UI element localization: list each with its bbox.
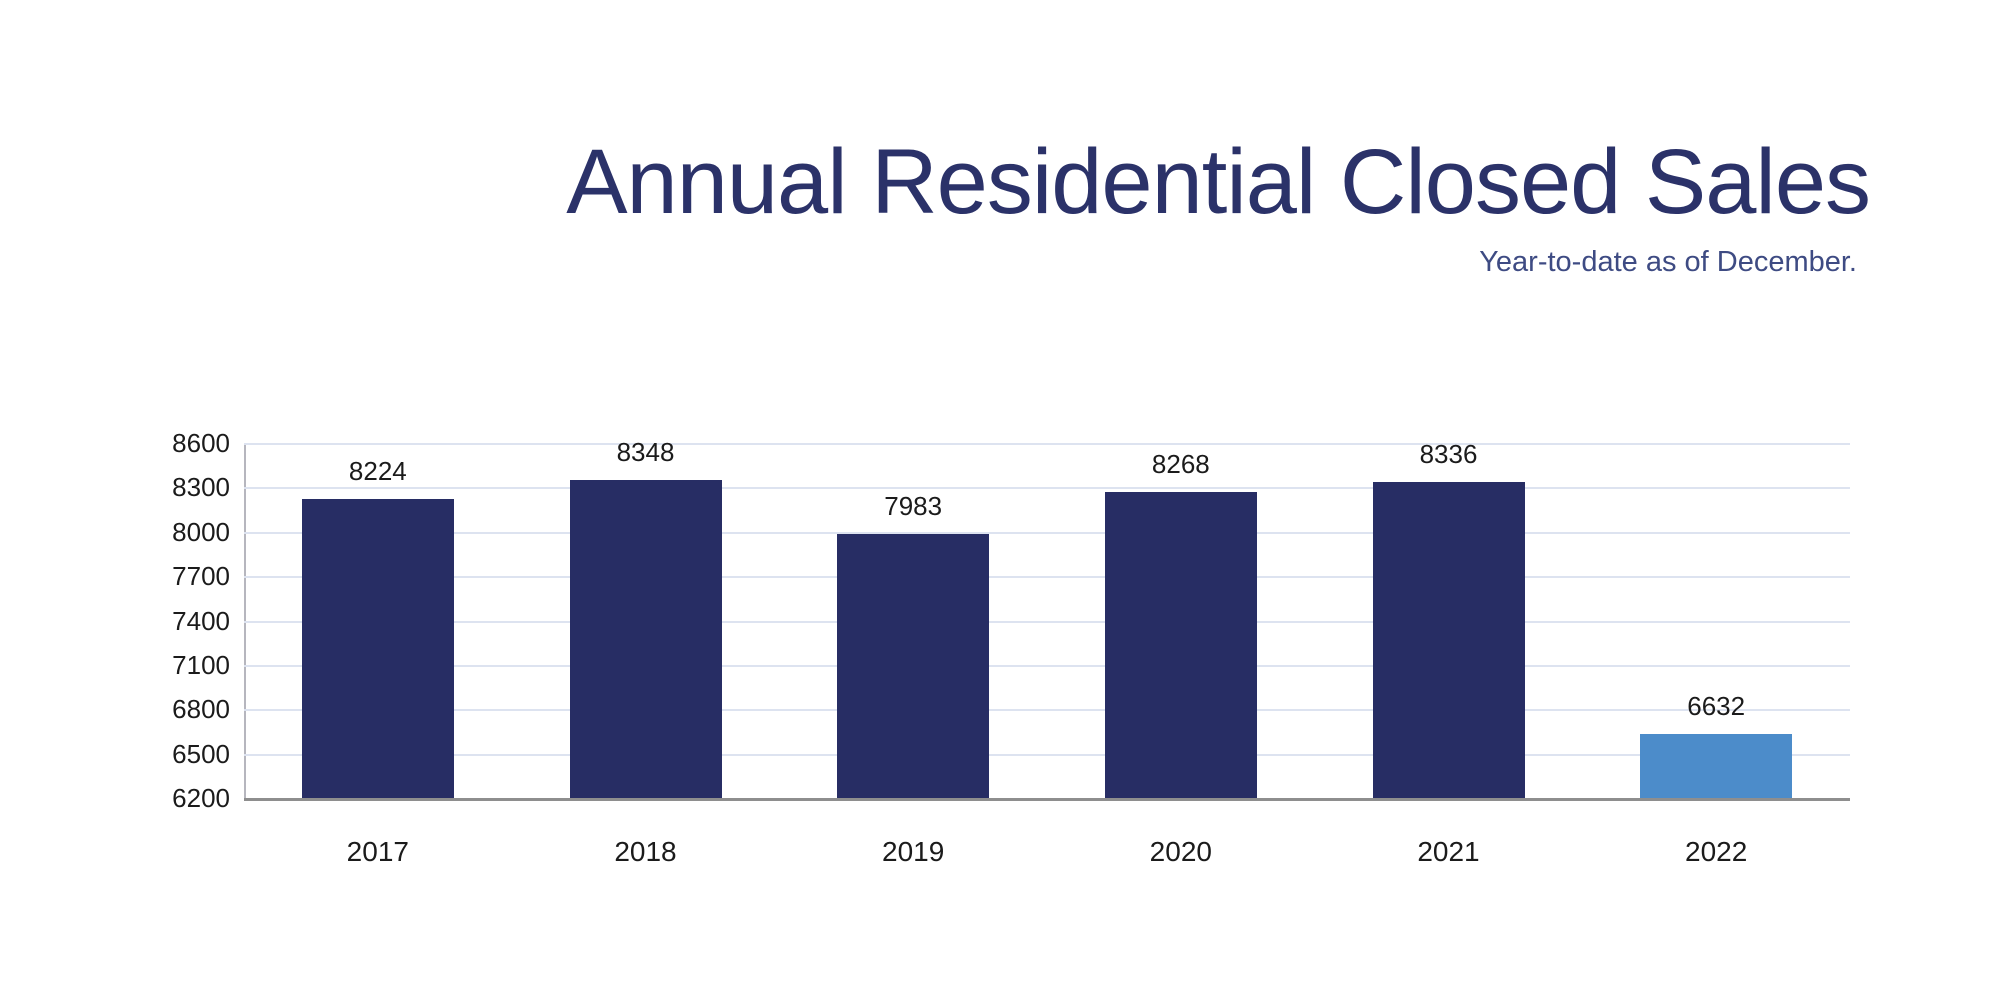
- y-axis-tick-label: 6800: [172, 694, 230, 725]
- bar-2021: [1372, 482, 1525, 798]
- gridline: [244, 443, 1850, 445]
- gridline: [244, 487, 1850, 490]
- gridline: [244, 620, 1850, 623]
- bar-2018: [569, 480, 722, 798]
- bar-value-label: 8268: [1151, 449, 1210, 480]
- gridline: [244, 531, 1850, 534]
- y-axis-tick-label: 7100: [172, 649, 230, 680]
- x-axis-category-label: 2018: [614, 836, 677, 867]
- bar-value-label: 8348: [616, 437, 675, 468]
- bar-2020: [1104, 492, 1257, 798]
- gridline: [244, 753, 1850, 756]
- y-axis-tick-label: 7700: [172, 561, 230, 592]
- gridline: [244, 576, 1850, 579]
- chart-subtitle: Year-to-date as of December.: [1479, 246, 1857, 278]
- y-axis-tick-label: 7400: [172, 605, 230, 636]
- y-axis-tick-label: 8300: [172, 472, 230, 503]
- x-axis-category-label: 2019: [882, 836, 945, 867]
- y-axis-tick-label: 8600: [172, 428, 230, 458]
- x-axis-category-label: 2017: [346, 836, 409, 867]
- bar-value-label: 6632: [1687, 691, 1746, 722]
- bar-value-label: 8336: [1419, 439, 1478, 470]
- x-axis-category-label: 2022: [1685, 836, 1748, 867]
- y-axis-tick-label: 8000: [172, 516, 230, 547]
- y-axis-tick-label: 6200: [172, 783, 230, 813]
- bar-2022: [1640, 734, 1793, 798]
- x-axis-baseline: [244, 798, 1850, 801]
- y-axis-tick-label: 6500: [172, 738, 230, 769]
- chart-title: Annual Residential Closed Sales: [566, 131, 1871, 233]
- bar-2017: [301, 498, 454, 798]
- bar-value-label: 8224: [348, 455, 407, 486]
- bar-value-label: 7983: [884, 491, 943, 522]
- x-axis-category-label: 2020: [1149, 836, 1212, 867]
- gridline: [244, 664, 1850, 667]
- plot-area: [244, 443, 1850, 798]
- bar-2019: [837, 534, 990, 798]
- x-axis-category-label: 2021: [1417, 836, 1480, 867]
- gridline: [244, 709, 1850, 712]
